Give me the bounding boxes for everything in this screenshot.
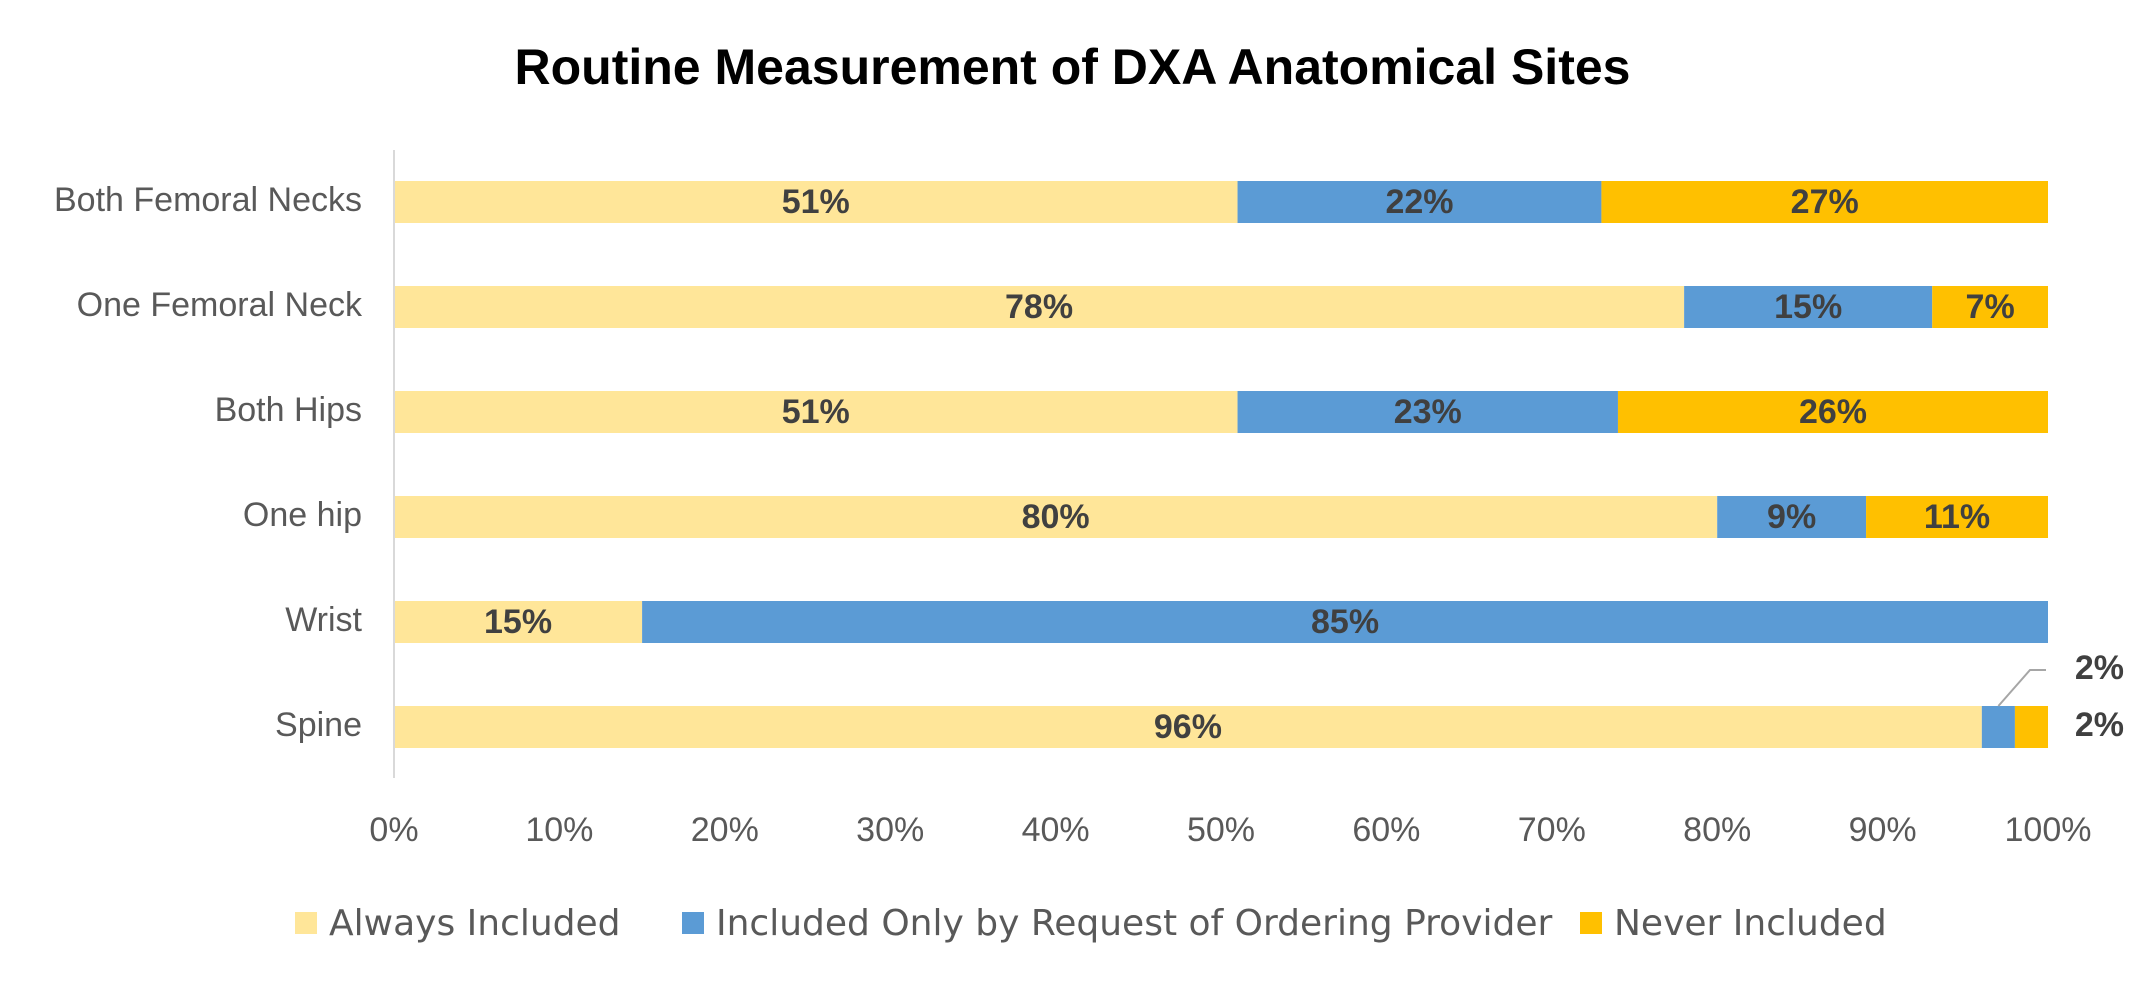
bar-segment (1617, 391, 2048, 433)
data-label: 2% (2075, 649, 2124, 687)
data-label: 26% (1799, 393, 1867, 431)
bar-segment (2014, 706, 2048, 748)
data-label: 2% (2075, 706, 2124, 744)
data-label: 85% (1311, 603, 1379, 641)
chart-title: Routine Measurement of DXA Anatomical Si… (514, 39, 1631, 95)
data-label: 9% (1767, 498, 1816, 536)
bar-segment (1684, 286, 1933, 328)
legend-item-never-included: Never Included (1580, 898, 1887, 948)
data-label: 15% (484, 603, 552, 641)
bar-segment (1237, 391, 1618, 433)
data-label: 78% (1005, 288, 1073, 326)
legend-swatch (682, 912, 704, 934)
x-tick-label: 40% (1022, 811, 1090, 849)
bar-segment (394, 601, 643, 643)
category-label: Both Femoral Necks (54, 181, 362, 219)
x-tick-label: 0% (369, 811, 418, 849)
legend-label: Never Included (1614, 902, 1887, 944)
bar-segment (394, 391, 1238, 433)
data-label: 51% (782, 393, 850, 431)
bar-segment (1601, 181, 2048, 223)
data-label: 22% (1385, 183, 1453, 221)
x-tick-label: 90% (1849, 811, 1917, 849)
x-tick-label: 60% (1352, 811, 1420, 849)
bar-segment (1717, 496, 1867, 538)
data-label: 7% (1966, 288, 2015, 326)
bar-segment (642, 601, 2048, 643)
legend: Always Included Included Only by Request… (0, 898, 2145, 948)
x-tick-label: 10% (525, 811, 593, 849)
legend-label: Included Only by Request of Ordering Pro… (716, 902, 1553, 944)
x-tick-label: 20% (691, 811, 759, 849)
data-label: 80% (1022, 498, 1090, 536)
bar-segment (1866, 496, 2048, 538)
bar-segment (394, 181, 1238, 223)
data-label: 23% (1394, 393, 1462, 431)
bar-segment (394, 706, 1982, 748)
category-label: One hip (243, 496, 362, 534)
legend-item-always-included: Always Included (295, 898, 621, 948)
bar-segment (394, 286, 1685, 328)
bar-segment (394, 496, 1718, 538)
bar-segment (1237, 181, 1602, 223)
x-tick-label: 70% (1518, 811, 1586, 849)
x-tick-label: 80% (1683, 811, 1751, 849)
leader-line (1997, 669, 2046, 707)
data-label: 15% (1774, 288, 1842, 326)
category-label: Both Hips (215, 391, 362, 429)
data-label: 27% (1791, 183, 1859, 221)
legend-swatch (1580, 912, 1602, 934)
category-label: Wrist (285, 601, 362, 639)
bar-segment (1981, 706, 2015, 748)
data-label: 96% (1154, 708, 1222, 746)
x-tick-label: 100% (2005, 811, 2092, 849)
bar-segment (1932, 286, 2048, 328)
x-tick-label: 30% (856, 811, 924, 849)
legend-item-included-by-request: Included Only by Request of Ordering Pro… (682, 898, 1552, 948)
legend-swatch (295, 912, 317, 934)
data-label: 11% (1924, 498, 1990, 536)
category-label: One Femoral Neck (77, 286, 363, 324)
category-label: Spine (275, 706, 362, 744)
x-tick-label: 50% (1187, 811, 1255, 849)
legend-label: Always Included (329, 902, 621, 944)
data-label: 51% (782, 183, 850, 221)
